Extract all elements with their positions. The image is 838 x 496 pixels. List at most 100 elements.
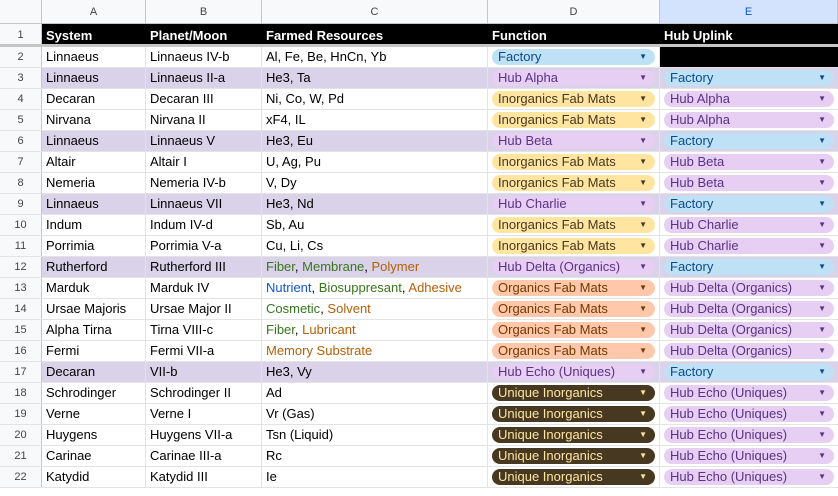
- cell-planet[interactable]: VII-b: [146, 362, 262, 382]
- dropdown-chip[interactable]: Hub Delta (Organics) ▼: [664, 280, 834, 296]
- dropdown-arrow-icon[interactable]: ▼: [818, 325, 826, 334]
- dropdown-chip[interactable]: Hub Delta (Organics) ▼: [664, 343, 834, 359]
- cell-hub-uplink[interactable]: Hub Charlie ▼: [660, 215, 838, 235]
- dropdown-chip[interactable]: Hub Echo (Uniques) ▼: [492, 364, 655, 380]
- row-number[interactable]: 7: [0, 152, 42, 172]
- dropdown-arrow-icon[interactable]: ▼: [818, 472, 826, 481]
- dropdown-chip[interactable]: Organics Fab Mats ▼: [492, 343, 655, 359]
- row-number[interactable]: 22: [0, 467, 42, 487]
- row-number[interactable]: 17: [0, 362, 42, 382]
- row-number[interactable]: 8: [0, 173, 42, 193]
- row-number[interactable]: 1: [0, 24, 42, 44]
- cell-planet[interactable]: Marduk IV: [146, 278, 262, 298]
- cell-function[interactable]: Inorganics Fab Mats ▼: [488, 110, 660, 130]
- dropdown-chip[interactable]: Inorganics Fab Mats ▼: [492, 217, 655, 233]
- dropdown-chip[interactable]: Unique Inorganics ▼: [492, 469, 655, 485]
- dropdown-arrow-icon[interactable]: ▼: [639, 388, 647, 397]
- dropdown-chip[interactable]: Unique Inorganics ▼: [492, 406, 655, 422]
- dropdown-chip[interactable]: Factory ▼: [664, 259, 834, 275]
- dropdown-chip[interactable]: Unique Inorganics ▼: [492, 427, 655, 443]
- dropdown-chip[interactable]: Hub Charlie ▼: [664, 217, 834, 233]
- dropdown-chip[interactable]: Factory ▼: [664, 133, 834, 149]
- cell-hub-uplink[interactable]: Hub Alpha ▼: [660, 89, 838, 109]
- cell-resources[interactable]: Fiber, Lubricant: [262, 320, 488, 340]
- cell-hub-uplink[interactable]: Factory ▼: [660, 131, 838, 151]
- dropdown-chip[interactable]: Hub Beta ▼: [664, 154, 834, 170]
- column-header-a[interactable]: A: [42, 0, 146, 23]
- cell-system[interactable]: Alpha Tirna: [42, 320, 146, 340]
- row-number[interactable]: 5: [0, 110, 42, 130]
- column-header-b[interactable]: B: [146, 0, 262, 23]
- dropdown-chip[interactable]: Hub Alpha ▼: [492, 70, 655, 86]
- row-number[interactable]: 11: [0, 236, 42, 256]
- dropdown-chip[interactable]: Hub Beta ▼: [664, 175, 834, 191]
- dropdown-chip[interactable]: Hub Beta ▼: [492, 133, 655, 149]
- dropdown-arrow-icon[interactable]: ▼: [639, 73, 647, 82]
- header-resources[interactable]: Farmed Resources: [262, 24, 488, 44]
- cell-resources[interactable]: Al, Fe, Be, HnCn, Yb: [262, 47, 488, 67]
- dropdown-chip[interactable]: Hub Echo (Uniques) ▼: [664, 469, 834, 485]
- dropdown-chip[interactable]: Hub Delta (Organics) ▼: [664, 322, 834, 338]
- cell-hub-uplink[interactable]: Factory ▼: [660, 68, 838, 88]
- cell-resources[interactable]: He3, Nd: [262, 194, 488, 214]
- dropdown-chip[interactable]: Hub Charlie ▼: [492, 196, 655, 212]
- dropdown-chip[interactable]: Organics Fab Mats ▼: [492, 280, 655, 296]
- dropdown-chip[interactable]: Hub Alpha ▼: [664, 91, 834, 107]
- row-number[interactable]: 16: [0, 341, 42, 361]
- dropdown-arrow-icon[interactable]: ▼: [818, 430, 826, 439]
- dropdown-arrow-icon[interactable]: ▼: [818, 220, 826, 229]
- dropdown-chip[interactable]: Inorganics Fab Mats ▼: [492, 238, 655, 254]
- dropdown-arrow-icon[interactable]: ▼: [818, 283, 826, 292]
- cell-planet[interactable]: Ursae Major II: [146, 299, 262, 319]
- cell-system[interactable]: Fermi: [42, 341, 146, 361]
- cell-hub-uplink[interactable]: Hub Beta ▼: [660, 152, 838, 172]
- cell-function[interactable]: Unique Inorganics ▼: [488, 467, 660, 487]
- dropdown-arrow-icon[interactable]: ▼: [818, 115, 826, 124]
- dropdown-chip[interactable]: Unique Inorganics ▼: [492, 448, 655, 464]
- dropdown-arrow-icon[interactable]: ▼: [639, 430, 647, 439]
- dropdown-arrow-icon[interactable]: ▼: [639, 157, 647, 166]
- cell-hub-uplink[interactable]: Hub Delta (Organics) ▼: [660, 278, 838, 298]
- dropdown-arrow-icon[interactable]: ▼: [639, 304, 647, 313]
- dropdown-arrow-icon[interactable]: ▼: [818, 73, 826, 82]
- row-number[interactable]: 14: [0, 299, 42, 319]
- dropdown-arrow-icon[interactable]: ▼: [818, 346, 826, 355]
- cell-system[interactable]: Ursae Majoris: [42, 299, 146, 319]
- header-system[interactable]: System: [42, 24, 146, 44]
- dropdown-chip[interactable]: Hub Echo (Uniques) ▼: [664, 427, 834, 443]
- header-hub-uplink[interactable]: Hub Uplink: [660, 24, 838, 44]
- cell-system[interactable]: Schrodinger: [42, 383, 146, 403]
- dropdown-chip[interactable]: Inorganics Fab Mats ▼: [492, 154, 655, 170]
- dropdown-arrow-icon[interactable]: ▼: [639, 262, 647, 271]
- cell-resources[interactable]: xF4, IL: [262, 110, 488, 130]
- cell-resources[interactable]: Memory Substrate: [262, 341, 488, 361]
- dropdown-arrow-icon[interactable]: ▼: [639, 241, 647, 250]
- dropdown-arrow-icon[interactable]: ▼: [818, 262, 826, 271]
- cell-hub-uplink[interactable]: Hub Echo (Uniques) ▼: [660, 383, 838, 403]
- cell-planet[interactable]: Linnaeus V: [146, 131, 262, 151]
- row-number[interactable]: 20: [0, 425, 42, 445]
- cell-system[interactable]: Altair: [42, 152, 146, 172]
- cell-resources[interactable]: Rc: [262, 446, 488, 466]
- dropdown-arrow-icon[interactable]: ▼: [818, 136, 826, 145]
- cell-resources[interactable]: Cosmetic, Solvent: [262, 299, 488, 319]
- cell-function[interactable]: Factory ▼: [488, 47, 660, 67]
- dropdown-chip[interactable]: Hub Echo (Uniques) ▼: [664, 385, 834, 401]
- cell-resources[interactable]: Vr (Gas): [262, 404, 488, 424]
- dropdown-arrow-icon[interactable]: ▼: [639, 94, 647, 103]
- dropdown-arrow-icon[interactable]: ▼: [639, 178, 647, 187]
- cell-function[interactable]: Inorganics Fab Mats ▼: [488, 236, 660, 256]
- cell-hub-uplink[interactable]: Hub Charlie ▼: [660, 236, 838, 256]
- cell-system[interactable]: Katydid: [42, 467, 146, 487]
- cell-hub-uplink[interactable]: Hub Echo (Uniques) ▼: [660, 425, 838, 445]
- dropdown-arrow-icon[interactable]: ▼: [639, 136, 647, 145]
- cell-function[interactable]: Unique Inorganics ▼: [488, 425, 660, 445]
- cell-system[interactable]: Linnaeus: [42, 47, 146, 67]
- cell-planet[interactable]: Altair I: [146, 152, 262, 172]
- cell-function[interactable]: Organics Fab Mats ▼: [488, 278, 660, 298]
- cell-system[interactable]: Decaran: [42, 362, 146, 382]
- cell-function[interactable]: Inorganics Fab Mats ▼: [488, 152, 660, 172]
- dropdown-arrow-icon[interactable]: ▼: [639, 409, 647, 418]
- dropdown-arrow-icon[interactable]: ▼: [818, 241, 826, 250]
- dropdown-chip[interactable]: Factory ▼: [664, 70, 834, 86]
